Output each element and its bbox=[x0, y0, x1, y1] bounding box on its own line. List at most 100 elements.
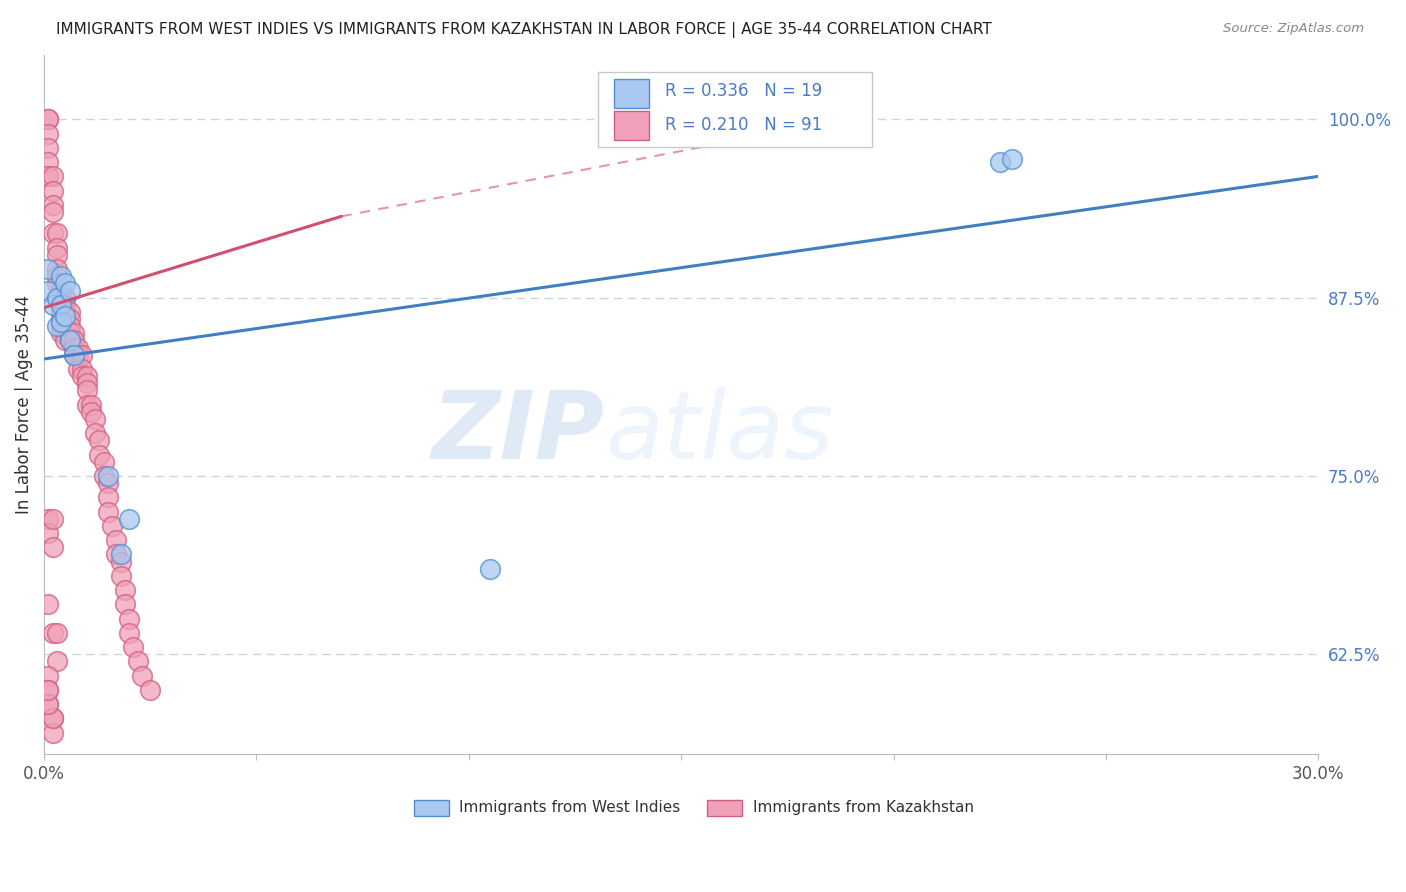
Point bbox=[37, 512, 59, 526]
Point bbox=[37, 141, 59, 155]
Point bbox=[67, 341, 90, 355]
Point bbox=[63, 348, 86, 362]
Point bbox=[49, 326, 72, 341]
Text: Source: ZipAtlas.com: Source: ZipAtlas.com bbox=[1223, 22, 1364, 36]
Point bbox=[41, 169, 63, 184]
Point bbox=[105, 548, 128, 562]
FancyBboxPatch shape bbox=[413, 800, 450, 815]
Point bbox=[41, 205, 63, 219]
Point bbox=[37, 155, 59, 169]
Point bbox=[37, 697, 59, 711]
Point bbox=[41, 711, 63, 725]
Point bbox=[53, 319, 76, 334]
Point bbox=[49, 319, 72, 334]
Point bbox=[114, 598, 136, 612]
Point bbox=[45, 269, 67, 284]
Text: R = 0.210   N = 91: R = 0.210 N = 91 bbox=[665, 116, 823, 134]
Point bbox=[80, 405, 103, 419]
Point bbox=[37, 526, 59, 541]
Point bbox=[41, 541, 63, 555]
Point bbox=[72, 362, 94, 376]
FancyBboxPatch shape bbox=[613, 78, 650, 108]
Point bbox=[58, 305, 80, 319]
Point bbox=[89, 434, 111, 448]
Point bbox=[53, 326, 76, 341]
Point bbox=[45, 262, 67, 277]
Point bbox=[45, 227, 67, 241]
Point bbox=[37, 262, 59, 277]
Point bbox=[53, 291, 76, 305]
Point bbox=[45, 241, 67, 255]
Point bbox=[118, 512, 141, 526]
Point bbox=[49, 298, 72, 312]
Text: atlas: atlas bbox=[605, 387, 832, 478]
Point bbox=[58, 326, 80, 341]
Point bbox=[49, 291, 72, 305]
Point bbox=[45, 625, 67, 640]
Point bbox=[49, 269, 72, 284]
Point bbox=[37, 668, 59, 682]
Y-axis label: In Labor Force | Age 35-44: In Labor Force | Age 35-44 bbox=[15, 295, 32, 514]
Point bbox=[72, 369, 94, 384]
Point bbox=[53, 305, 76, 319]
Point bbox=[93, 469, 115, 483]
Text: R = 0.336   N = 19: R = 0.336 N = 19 bbox=[665, 82, 823, 101]
Point bbox=[37, 598, 59, 612]
Point bbox=[41, 184, 63, 198]
Point bbox=[58, 334, 80, 348]
Point bbox=[53, 277, 76, 291]
Point bbox=[49, 315, 72, 329]
Point bbox=[37, 127, 59, 141]
Point bbox=[58, 312, 80, 326]
Point bbox=[41, 198, 63, 212]
Point bbox=[127, 654, 149, 668]
Point bbox=[45, 319, 67, 334]
Point bbox=[37, 682, 59, 697]
Point bbox=[84, 412, 107, 426]
Point bbox=[76, 384, 98, 398]
Point bbox=[45, 277, 67, 291]
Point bbox=[988, 155, 1011, 169]
Point bbox=[41, 227, 63, 241]
Point bbox=[49, 305, 72, 319]
Point bbox=[37, 682, 59, 697]
Point bbox=[1001, 153, 1024, 167]
Point bbox=[37, 284, 59, 298]
Point bbox=[45, 291, 67, 305]
Text: Immigrants from Kazakhstan: Immigrants from Kazakhstan bbox=[752, 800, 973, 815]
Point bbox=[97, 476, 120, 491]
Point bbox=[41, 298, 63, 312]
Point bbox=[118, 611, 141, 625]
Point bbox=[49, 312, 72, 326]
Text: IMMIGRANTS FROM WEST INDIES VS IMMIGRANTS FROM KAZAKHSTAN IN LABOR FORCE | AGE 3: IMMIGRANTS FROM WEST INDIES VS IMMIGRANT… bbox=[56, 22, 993, 38]
Point bbox=[49, 284, 72, 298]
Point bbox=[76, 369, 98, 384]
Point bbox=[53, 312, 76, 326]
Point bbox=[72, 348, 94, 362]
Point bbox=[89, 448, 111, 462]
Point bbox=[63, 341, 86, 355]
Point bbox=[131, 668, 153, 682]
Point bbox=[101, 519, 124, 533]
Point bbox=[63, 326, 86, 341]
Point bbox=[110, 548, 132, 562]
Point bbox=[97, 505, 120, 519]
Point bbox=[93, 455, 115, 469]
Point bbox=[76, 398, 98, 412]
FancyBboxPatch shape bbox=[599, 72, 872, 147]
Point bbox=[45, 248, 67, 262]
Point bbox=[41, 711, 63, 725]
Text: ZIP: ZIP bbox=[432, 386, 605, 479]
Point bbox=[41, 725, 63, 739]
Point bbox=[58, 334, 80, 348]
Point bbox=[53, 334, 76, 348]
Point bbox=[105, 533, 128, 548]
Point bbox=[110, 569, 132, 583]
Point bbox=[114, 583, 136, 598]
Point bbox=[67, 348, 90, 362]
FancyBboxPatch shape bbox=[707, 800, 742, 815]
Point bbox=[49, 298, 72, 312]
Text: Immigrants from West Indies: Immigrants from West Indies bbox=[460, 800, 681, 815]
Point bbox=[45, 654, 67, 668]
Point bbox=[63, 348, 86, 362]
